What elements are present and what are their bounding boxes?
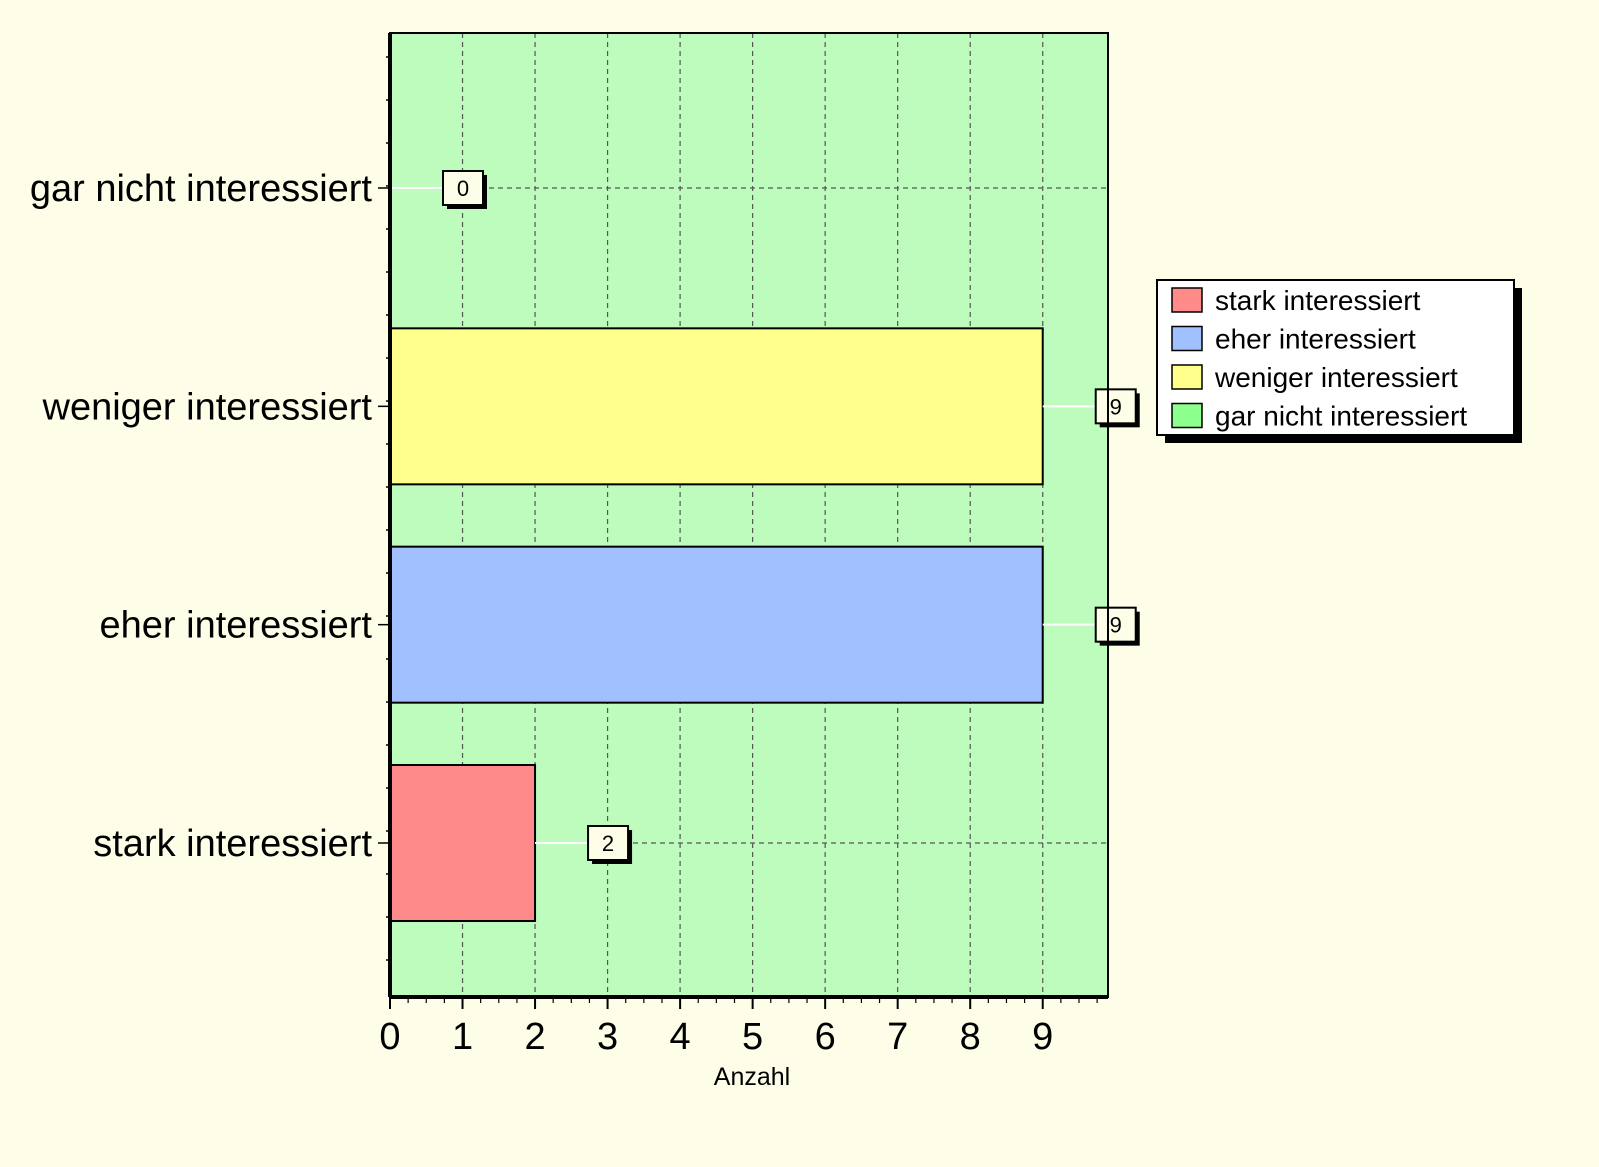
data-label: 0: [457, 176, 469, 201]
legend-label: gar nicht interessiert: [1215, 401, 1467, 432]
x-tick-label: 1: [452, 1016, 473, 1058]
legend-swatch: [1171, 402, 1203, 429]
x-tick-label: 0: [379, 1016, 400, 1058]
x-tick-label: 5: [742, 1016, 763, 1058]
data-label-box: [442, 170, 484, 206]
x-tick-label: 6: [815, 1016, 836, 1058]
x-tick-label: 7: [887, 1016, 908, 1058]
x-tick-label: 4: [670, 1016, 691, 1058]
legend-label: stark interessiert: [1215, 285, 1421, 316]
bar: [389, 545, 1044, 704]
legend-swatch: [1171, 364, 1203, 390]
y-tick-label: gar nicht interessiert: [30, 168, 373, 210]
data-label-box: [1094, 388, 1137, 425]
data-label-box: [587, 825, 630, 861]
bar: [389, 764, 537, 922]
bar: [389, 327, 1044, 486]
x-tick-label: 9: [1032, 1016, 1053, 1058]
legend-label: weniger interessiert: [1214, 362, 1458, 393]
data-label: 9: [1110, 394, 1122, 419]
legend-label: eher interessiert: [1215, 324, 1416, 355]
legend-swatch: [1171, 287, 1203, 313]
y-tick-label: weniger interessiert: [42, 386, 373, 428]
x-tick-label: 2: [524, 1016, 545, 1058]
x-tick-label: 8: [960, 1016, 981, 1058]
y-tick-label: eher interessiert: [100, 605, 373, 647]
legend-box: [1156, 279, 1515, 436]
data-label: 9: [1110, 613, 1122, 638]
data-label: 2: [602, 831, 614, 856]
legend-swatch: [1171, 325, 1203, 352]
y-tick-label: stark interessiert: [93, 823, 372, 865]
data-label-box: [1094, 606, 1137, 643]
x-axis-label: Anzahl: [714, 1063, 790, 1091]
x-tick-label: 3: [597, 1016, 618, 1058]
